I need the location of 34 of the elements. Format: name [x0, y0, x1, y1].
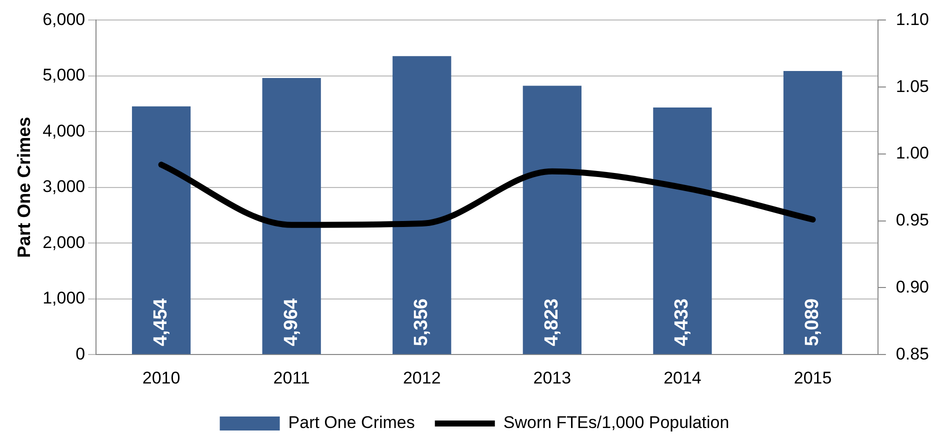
- x-tick-label: 2010: [142, 368, 180, 388]
- x-tick-label: 2013: [533, 368, 572, 388]
- data-label: 4,823: [541, 298, 562, 346]
- y-tick-label: 1,000: [42, 288, 86, 308]
- y-tick-label: 6,000: [42, 10, 86, 29]
- y2-tick-label: 0.90: [896, 277, 930, 296]
- data-label: 5,089: [802, 298, 823, 346]
- bar: [653, 108, 712, 354]
- y2-tick-label: 0.85: [896, 344, 930, 364]
- y-tick-label: 0: [76, 344, 86, 364]
- y-tick-label: 3,000: [42, 177, 86, 196]
- y2-tick-label: 1.05: [896, 76, 930, 96]
- legend-label: Part One Crimes: [288, 413, 415, 432]
- y-tick-label: 2,000: [42, 232, 86, 252]
- x-tick-label: 2012: [402, 368, 441, 388]
- y2-tick-label: 0.95: [896, 210, 930, 230]
- y2-tick-label: 1.00: [896, 144, 930, 163]
- data-label: 4,433: [672, 298, 693, 346]
- data-label: 4,454: [150, 298, 172, 346]
- legend-label: Sworn FTEs/1,000 Population: [503, 413, 730, 432]
- y-axis-title: Part One Crimes: [14, 116, 34, 258]
- x-tick-label: 2014: [664, 368, 702, 388]
- x-tick-label: 2015: [794, 368, 832, 388]
- y2-tick-label: 1.10: [896, 10, 930, 29]
- bar: [392, 56, 452, 354]
- data-label: 5,356: [411, 298, 432, 346]
- bar: [522, 86, 582, 354]
- y-tick-label: 5,000: [42, 66, 86, 85]
- bar: [783, 70, 842, 354]
- data-label: 4,964: [280, 298, 302, 346]
- y-tick-label: 4,000: [42, 121, 86, 140]
- bar: [132, 106, 191, 354]
- bar: [262, 78, 321, 354]
- x-tick-label: 2011: [273, 368, 310, 388]
